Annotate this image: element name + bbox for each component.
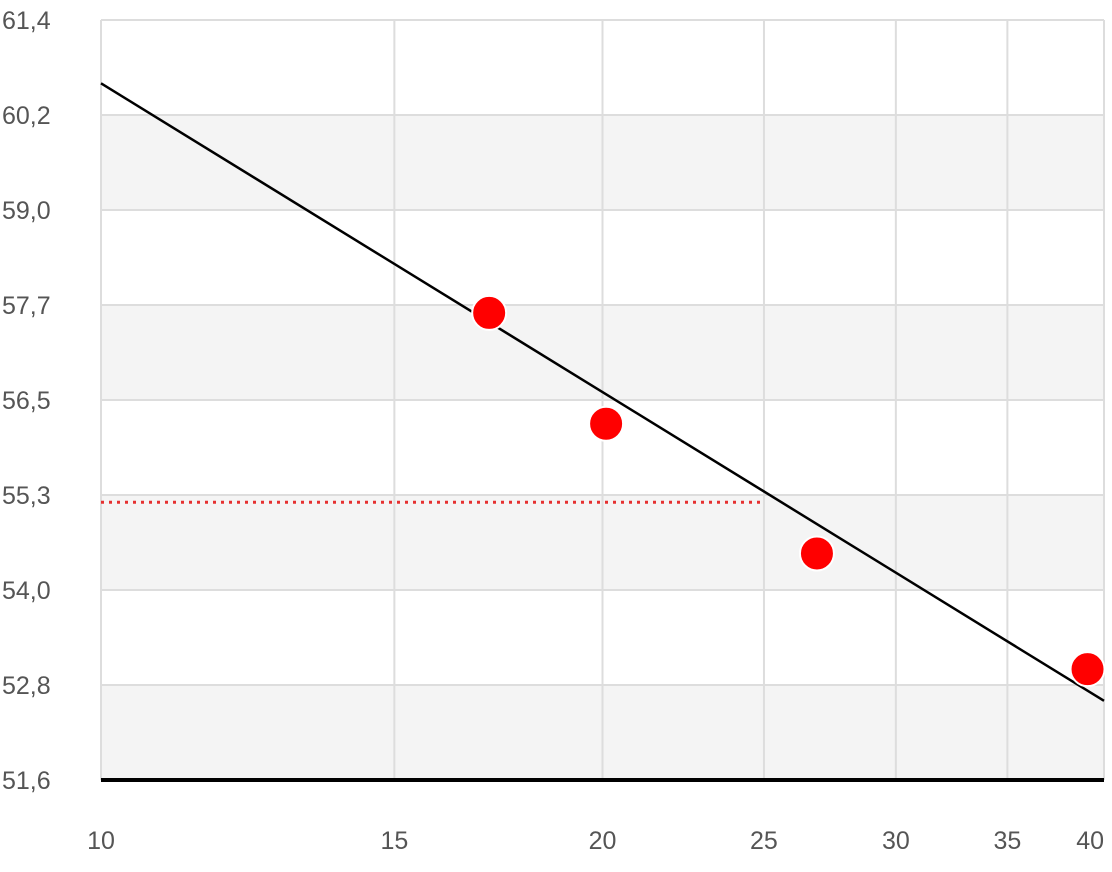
y-tick-label-3: 55,3 (2, 482, 51, 510)
x-tick-label-1: 15 (380, 827, 408, 855)
y-tick-label-7: 60,2 (2, 102, 51, 130)
data-point-1 (588, 405, 625, 442)
y-tick-labels: 51,6 52,8 54,0 55,3 56,5 57,7 59,0 60,2 61,4 (2, 7, 51, 795)
y-tick-label-5: 57,7 (2, 292, 51, 320)
y-tick-label-2: 54,0 (2, 577, 51, 605)
chart-grid (100, 19, 1105, 780)
data-point-0 (471, 294, 508, 331)
data-points (471, 294, 1106, 688)
x-tick-label-6: 40 (1076, 827, 1104, 855)
x-tick-label-4: 30 (882, 827, 910, 855)
x-tick-label-5: 35 (993, 827, 1021, 855)
x-tick-label-3: 25 (750, 827, 778, 855)
x-tick-labels: 10 15 20 25 30 35 40 (87, 827, 1104, 855)
data-point-3 (1069, 651, 1106, 688)
x-tick-label-0: 10 (87, 827, 115, 855)
data-point-2 (798, 535, 835, 572)
y-tick-label-6: 59,0 (2, 197, 51, 225)
x-tick-label-2: 20 (589, 827, 617, 855)
trend-line (100, 82, 1105, 702)
trend-line-group (100, 82, 1105, 702)
y-tick-label-4: 56,5 (2, 387, 51, 415)
y-tick-label-8: 61,4 (2, 7, 51, 35)
y-tick-label-1: 52,8 (2, 672, 51, 700)
y-tick-label-0: 51,6 (2, 767, 51, 795)
